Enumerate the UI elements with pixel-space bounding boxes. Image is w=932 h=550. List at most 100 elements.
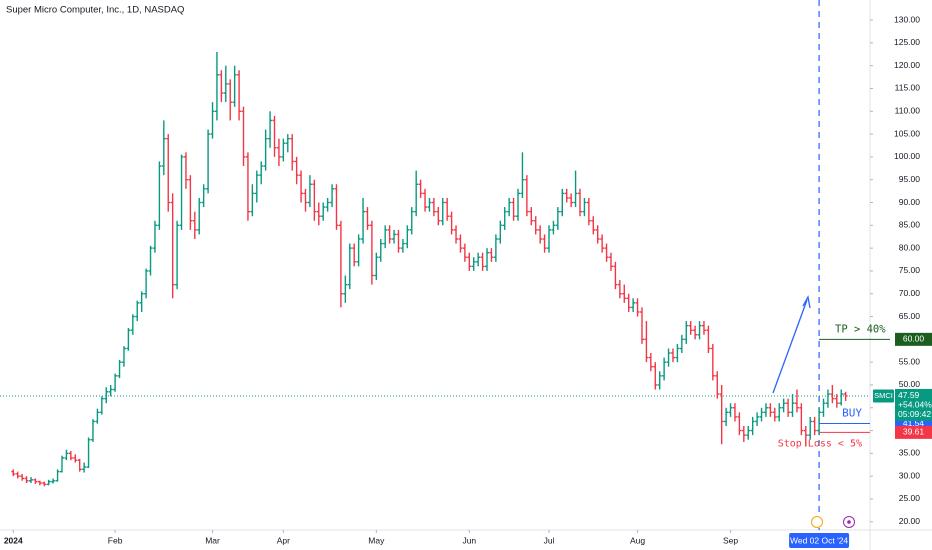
- ohlc-bar: [786, 398, 791, 417]
- ohlc-bar: [285, 134, 290, 153]
- ohlc-bar: [152, 220, 157, 253]
- ohlc-bar: [117, 359, 122, 379]
- ohlc-bar: [347, 243, 352, 290]
- y-tick-label: 65.00: [899, 311, 921, 321]
- ohlc-bar: [613, 261, 618, 290]
- ohlc-bar: [369, 220, 374, 285]
- ohlc-bar: [46, 479, 51, 486]
- ohlc-bar: [77, 458, 82, 472]
- y-tick-label: 25.00: [899, 493, 921, 503]
- ohlc-bar: [657, 371, 662, 390]
- last-price-label: 47.59: [898, 390, 920, 400]
- cursor-label-box: [789, 533, 850, 548]
- y-tick-label: 100.00: [894, 151, 920, 161]
- ohlc-bar: [201, 184, 206, 208]
- ohlc-bar: [839, 389, 844, 406]
- y-tick-label: 125.00: [894, 37, 920, 47]
- level-badge-label: 39.61: [903, 427, 925, 437]
- ohlc-bar: [86, 437, 91, 468]
- ohlc-bar: [449, 211, 454, 235]
- ohlc-bar: [356, 234, 361, 267]
- ohlc-bar: [64, 449, 69, 461]
- ohlc-bar: [763, 403, 768, 417]
- ohlc-bar: [622, 284, 627, 303]
- ohlc-bar: [724, 407, 729, 427]
- ohlc-bar: [378, 239, 383, 262]
- y-tick-label: 90.00: [899, 197, 921, 207]
- level-text: Stop Loss < 5%: [778, 438, 862, 449]
- ohlc-bar: [223, 65, 228, 103]
- ohlc-bar: [276, 138, 281, 167]
- ohlc-bar: [250, 184, 255, 217]
- ohlc-bar: [330, 184, 335, 208]
- ohlc-bar: [524, 175, 529, 217]
- ohlc-bar: [471, 257, 476, 271]
- ohlc-bar: [493, 234, 498, 262]
- ohlc-bar: [99, 396, 104, 415]
- ohlc-bar: [693, 325, 698, 340]
- level-text: TP > 40%: [835, 323, 886, 335]
- ohlc-bar: [533, 216, 538, 235]
- ohlc-bar: [777, 403, 782, 422]
- y-tick-label: 110.00: [895, 106, 921, 116]
- ohlc-bar: [299, 170, 304, 203]
- ohlc-bar: [343, 275, 348, 303]
- ohlc-bar: [790, 394, 795, 417]
- ohlc-bar: [564, 188, 569, 203]
- y-tick-label: 95.00: [899, 174, 921, 184]
- ohlc-bar: [502, 207, 507, 230]
- ohlc-bar: [445, 197, 450, 221]
- ohlc-bar: [387, 225, 392, 244]
- ohlc-bar: [334, 184, 339, 230]
- ohlc-bar: [161, 120, 166, 176]
- ohlc-bar: [670, 348, 675, 363]
- ohlc-bar: [188, 175, 193, 230]
- x-tick-label: Apr: [277, 535, 290, 545]
- ohlc-bar: [834, 394, 839, 408]
- ohlc-bar: [454, 225, 459, 244]
- x-tick-label: Jun: [462, 535, 476, 545]
- x-tick-label: Mar: [205, 535, 220, 545]
- level-badge-label: 41.54: [903, 418, 925, 428]
- x-tick-label: Feb: [108, 535, 123, 545]
- ohlc-bar: [68, 451, 73, 461]
- ohlc-bar: [232, 65, 237, 107]
- ohlc-bar: [750, 416, 755, 436]
- level-badge-label: 60.00: [903, 334, 925, 344]
- ohlc-bar: [37, 480, 42, 486]
- symbol-label: SMCI: [874, 391, 893, 400]
- ohlc-bar: [542, 234, 547, 253]
- y-tick-label: 75.00: [899, 265, 921, 275]
- y-tick-label: 35.00: [899, 448, 921, 458]
- ohlc-bar: [489, 248, 494, 262]
- ohlc-bar: [688, 321, 693, 335]
- ohlc-bar: [254, 170, 259, 203]
- ohlc-bar: [316, 202, 321, 226]
- level-badge: [895, 332, 932, 346]
- ohlc-bar: [635, 298, 640, 317]
- countdown-label: 05:09:42: [898, 409, 931, 419]
- ohlc-bar: [113, 373, 118, 392]
- ohlc-bar: [604, 243, 609, 262]
- ohlc-bar: [427, 197, 432, 212]
- ohlc-bar: [55, 469, 60, 482]
- ohlc-bar: [400, 239, 405, 253]
- ohlc-bar: [219, 70, 224, 103]
- ohlc-bar: [555, 207, 560, 230]
- ohlc-bar: [803, 426, 808, 447]
- ohlc-bar: [706, 325, 711, 354]
- ohlc-bar: [551, 220, 556, 235]
- ohlc-bar: [383, 225, 388, 249]
- ohlc-bar: [51, 478, 56, 484]
- ohlc-bar: [808, 416, 813, 440]
- ohlc-bar: [365, 207, 370, 230]
- ohlc-bar: [414, 170, 419, 217]
- event-icon[interactable]: [811, 516, 823, 528]
- ohlc-bar: [578, 188, 582, 217]
- ohlc-bar: [259, 161, 264, 185]
- ohlc-bar: [781, 398, 786, 413]
- ohlc-bar: [268, 111, 273, 148]
- ohlc-bar: [374, 252, 379, 281]
- ohlc-bar: [281, 138, 286, 162]
